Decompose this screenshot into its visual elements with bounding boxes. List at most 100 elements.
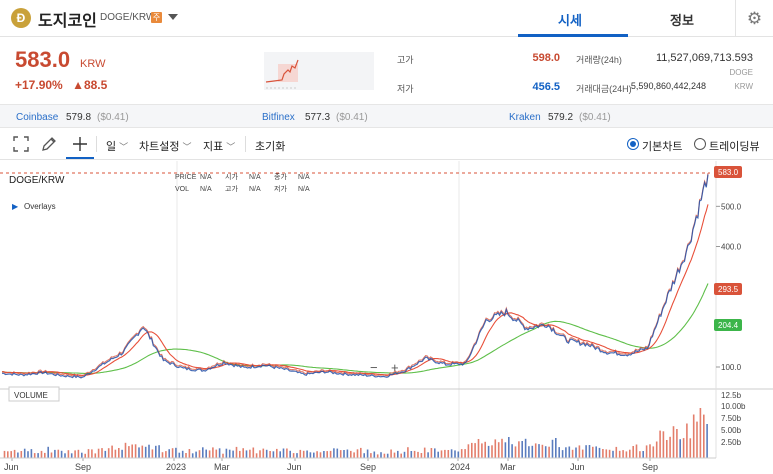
- y-tick-label: 100.0: [721, 363, 742, 372]
- volume-bar: [242, 448, 244, 458]
- tab-info[interactable]: 정보: [670, 13, 694, 28]
- volume-bar: [578, 445, 581, 458]
- volume-bar: [622, 450, 624, 458]
- chart-settings-dropdown[interactable]: 차트설정 ﹀: [139, 138, 192, 154]
- y-tick-label: 500.0: [721, 202, 742, 211]
- chevron-down-icon: ﹀: [119, 142, 129, 152]
- volume-bar: [185, 453, 187, 458]
- volume-bar: [121, 449, 123, 458]
- period-dropdown[interactable]: 일 ﹀: [106, 138, 128, 154]
- caution-badge: 주: [151, 12, 162, 23]
- volume-bar: [427, 452, 429, 458]
- volume-bar: [128, 446, 130, 458]
- volume-bar: [410, 451, 413, 458]
- dogecoin-logo-icon: Ð: [11, 8, 31, 28]
- volume-bar: [635, 444, 638, 458]
- zoom-out-button[interactable]: −: [370, 360, 378, 375]
- volume-bar: [91, 449, 93, 458]
- volume-bar: [645, 445, 648, 458]
- pencil-draw-icon[interactable]: [40, 135, 58, 153]
- zoom-in-button[interactable]: +: [391, 360, 399, 375]
- volume-bar: [662, 431, 665, 458]
- volume-bar: [313, 452, 315, 458]
- chart-toolbar: 일 ﹀ 차트설정 ﹀ 지표 ﹀ 초기화 기본차트 트레이딩뷰: [0, 128, 773, 160]
- last-price-tag: 583.0: [714, 166, 742, 178]
- volume-bar: [87, 449, 90, 458]
- exchange-coinbase-diff: ($0.41): [97, 112, 129, 123]
- volume-bar: [165, 451, 167, 458]
- volume-bar: [235, 446, 238, 458]
- x-tick-label: Jun: [570, 462, 585, 472]
- volume-bar: [518, 441, 520, 458]
- volume-bar: [669, 436, 671, 458]
- reset-button[interactable]: 초기화: [255, 141, 286, 153]
- toolbar-divider: [245, 136, 246, 152]
- overlays-label[interactable]: Overlays: [24, 202, 56, 211]
- volume-bar: [23, 448, 26, 458]
- volume-bar: [33, 453, 36, 458]
- volume-bar: [228, 449, 231, 458]
- indicators-dropdown[interactable]: 지표 ﹀: [203, 138, 235, 154]
- legend-open-value: N/A: [249, 174, 261, 181]
- exchange-coinbase-name[interactable]: Coinbase: [16, 112, 59, 123]
- volume-bar: [218, 448, 221, 458]
- exchange-bitfinex-name[interactable]: Bitfinex: [262, 112, 295, 123]
- price-unit: KRW: [80, 58, 106, 70]
- chevron-down-icon: ﹀: [226, 142, 236, 152]
- zoom-controls[interactable]: − +: [370, 360, 399, 375]
- volume-bar: [171, 448, 174, 458]
- exchange-kraken-name[interactable]: Kraken: [509, 112, 541, 123]
- volume-bar: [615, 446, 618, 458]
- volume-bar: [699, 408, 702, 458]
- volume-bar: [329, 450, 332, 458]
- volume-bar: [306, 450, 308, 458]
- volume-bar: [64, 453, 66, 458]
- basic-chart-radio[interactable]: [627, 138, 639, 150]
- volume-bar: [423, 447, 426, 458]
- volume-bar: [168, 449, 170, 458]
- volume-bar: [74, 450, 76, 458]
- volume-bar: [286, 448, 288, 458]
- price-chart-area[interactable]: DOGE/KRW ▶ Overlays PRICE N/A 시가 N/A 종가 …: [0, 161, 773, 474]
- legend-price-label: PRICE: [175, 174, 197, 181]
- volume-bar: [292, 453, 295, 458]
- coin-dropdown-icon[interactable]: [168, 14, 178, 20]
- volume-bar: [652, 446, 655, 458]
- tradingview-label[interactable]: 트레이딩뷰: [709, 141, 760, 153]
- chevron-down-icon: ﹀: [182, 142, 192, 152]
- low-label: 저가: [397, 84, 414, 94]
- tab-quote[interactable]: 시세: [558, 13, 582, 28]
- volume-bar: [94, 453, 97, 458]
- tradingview-radio[interactable]: [694, 138, 706, 150]
- x-tick-label: Jun: [4, 462, 19, 472]
- crosshair-icon[interactable]: [71, 135, 89, 153]
- volume-bar: [107, 448, 110, 458]
- volume-bar: [531, 445, 534, 458]
- volume-bar: [232, 450, 234, 458]
- price-chart-svg[interactable]: DOGE/KRW ▶ Overlays PRICE N/A 시가 N/A 종가 …: [0, 161, 773, 474]
- volume-bar: [642, 451, 644, 458]
- overlays-toggle-icon[interactable]: ▶: [12, 202, 19, 211]
- volume-bar: [568, 446, 571, 458]
- volume-bar: [319, 452, 322, 458]
- x-tick-label: Mar: [500, 462, 516, 472]
- volume-bar: [508, 437, 510, 458]
- ma-long-tag: 204.4: [714, 319, 742, 331]
- volume-bar: [101, 448, 103, 458]
- basic-chart-label[interactable]: 기본차트: [642, 141, 683, 153]
- volume-bar: [215, 449, 218, 458]
- volume-bar: [682, 438, 685, 458]
- volume-bar: [504, 442, 507, 458]
- legend-close-value: N/A: [298, 174, 310, 181]
- volume-bar: [255, 453, 258, 458]
- volume-bar: [356, 449, 359, 458]
- volume-bar: [672, 426, 675, 458]
- coin-name[interactable]: 도지코인: [38, 13, 97, 30]
- volume-bar: [316, 451, 318, 458]
- ma-short-tag-text: 293.5: [718, 285, 739, 294]
- amount-label: 거래대금(24H): [576, 84, 632, 94]
- settings-gear-icon[interactable]: ⚙: [735, 0, 773, 37]
- volume-bar: [521, 441, 523, 458]
- fullscreen-icon[interactable]: [12, 135, 30, 153]
